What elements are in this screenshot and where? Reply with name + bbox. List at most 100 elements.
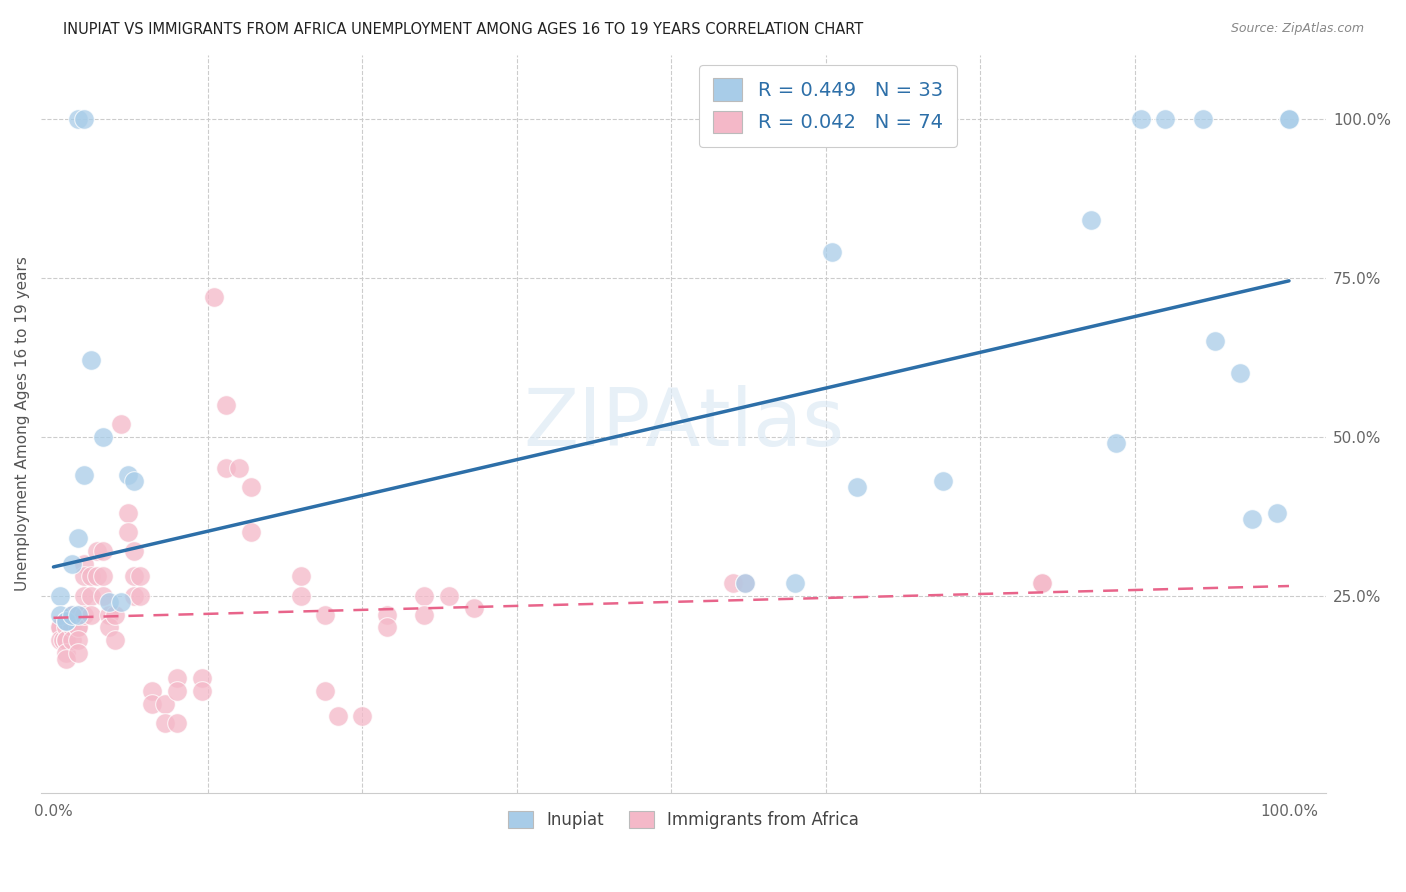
Point xyxy=(153,697,176,711)
Point xyxy=(48,607,70,622)
Point xyxy=(67,112,90,126)
Point xyxy=(1080,213,1102,227)
Point xyxy=(314,684,336,698)
Point xyxy=(79,569,101,583)
Point xyxy=(153,715,176,730)
Point xyxy=(1154,112,1177,126)
Point xyxy=(215,461,238,475)
Point xyxy=(91,589,114,603)
Point xyxy=(290,589,312,603)
Point xyxy=(821,245,844,260)
Point xyxy=(110,595,132,609)
Point xyxy=(240,480,263,494)
Point xyxy=(202,290,225,304)
Point xyxy=(352,709,374,723)
Point xyxy=(122,569,145,583)
Point xyxy=(117,467,139,482)
Point xyxy=(190,684,212,698)
Point xyxy=(67,620,90,634)
Point xyxy=(98,620,121,634)
Point xyxy=(98,607,121,622)
Point xyxy=(783,575,806,590)
Point xyxy=(60,557,83,571)
Point xyxy=(67,607,90,622)
Point xyxy=(55,614,77,628)
Point xyxy=(1129,112,1152,126)
Point xyxy=(1229,366,1251,380)
Point xyxy=(104,607,127,622)
Point xyxy=(141,684,163,698)
Point xyxy=(375,620,398,634)
Point xyxy=(79,353,101,368)
Point xyxy=(67,607,90,622)
Point xyxy=(79,607,101,622)
Point xyxy=(73,569,96,583)
Point xyxy=(52,633,75,648)
Point xyxy=(79,589,101,603)
Point xyxy=(104,633,127,648)
Point xyxy=(91,544,114,558)
Point xyxy=(67,620,90,634)
Point xyxy=(122,544,145,558)
Point xyxy=(67,633,90,648)
Point xyxy=(129,569,152,583)
Point xyxy=(110,417,132,431)
Point xyxy=(166,684,188,698)
Point xyxy=(1204,334,1226,349)
Point xyxy=(55,633,77,648)
Text: Source: ZipAtlas.com: Source: ZipAtlas.com xyxy=(1230,22,1364,36)
Point xyxy=(1240,512,1263,526)
Point xyxy=(60,633,83,648)
Point xyxy=(73,607,96,622)
Point xyxy=(67,607,90,622)
Point xyxy=(48,620,70,634)
Point xyxy=(1191,112,1213,126)
Point xyxy=(437,589,460,603)
Point xyxy=(129,589,152,603)
Point xyxy=(215,398,238,412)
Point xyxy=(73,112,96,126)
Point xyxy=(413,607,436,622)
Point xyxy=(314,607,336,622)
Point xyxy=(1265,506,1288,520)
Y-axis label: Unemployment Among Ages 16 to 19 years: Unemployment Among Ages 16 to 19 years xyxy=(15,257,30,591)
Point xyxy=(1278,112,1301,126)
Text: INUPIAT VS IMMIGRANTS FROM AFRICA UNEMPLOYMENT AMONG AGES 16 TO 19 YEARS CORRELA: INUPIAT VS IMMIGRANTS FROM AFRICA UNEMPL… xyxy=(63,22,863,37)
Point xyxy=(122,589,145,603)
Point xyxy=(117,524,139,539)
Point xyxy=(91,429,114,443)
Point xyxy=(55,620,77,634)
Point xyxy=(55,646,77,660)
Point xyxy=(463,601,485,615)
Point xyxy=(228,461,250,475)
Point xyxy=(60,607,83,622)
Point xyxy=(86,544,108,558)
Point xyxy=(166,715,188,730)
Point xyxy=(48,633,70,648)
Point xyxy=(73,467,96,482)
Point xyxy=(1105,436,1128,450)
Point xyxy=(98,595,121,609)
Point xyxy=(1278,112,1301,126)
Point xyxy=(55,652,77,666)
Point xyxy=(67,646,90,660)
Point xyxy=(67,532,90,546)
Point xyxy=(48,620,70,634)
Point xyxy=(734,575,756,590)
Point xyxy=(73,589,96,603)
Point xyxy=(240,524,263,539)
Point xyxy=(117,506,139,520)
Point xyxy=(122,474,145,488)
Point xyxy=(141,697,163,711)
Point xyxy=(60,607,83,622)
Point xyxy=(290,569,312,583)
Point xyxy=(60,607,83,622)
Point xyxy=(845,480,868,494)
Text: ZIPAtlas: ZIPAtlas xyxy=(523,384,844,463)
Point xyxy=(375,607,398,622)
Point xyxy=(166,671,188,685)
Point xyxy=(48,589,70,603)
Point xyxy=(86,569,108,583)
Point xyxy=(55,633,77,648)
Point xyxy=(734,575,756,590)
